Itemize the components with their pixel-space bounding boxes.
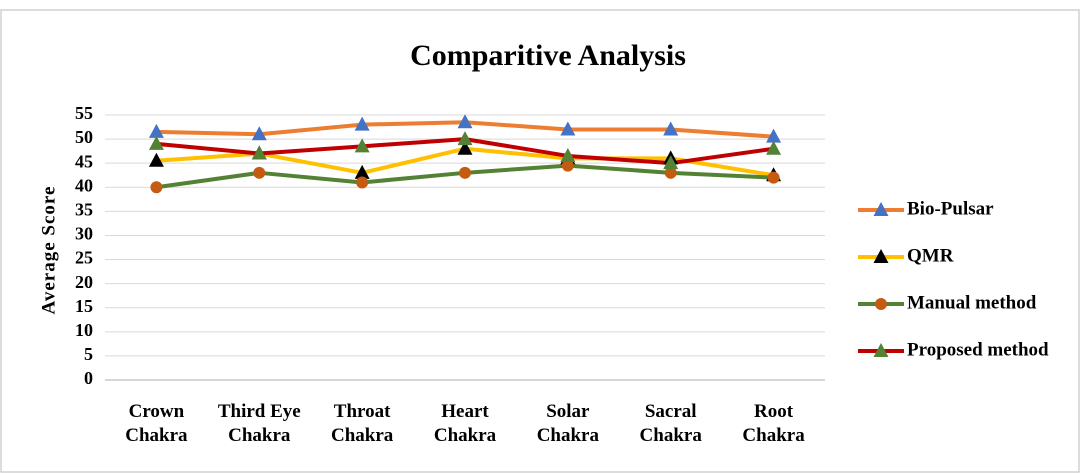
data-point	[560, 121, 576, 136]
data-point	[663, 121, 679, 136]
data-point	[664, 166, 677, 179]
data-point	[459, 166, 471, 179]
legend-marker	[875, 298, 887, 310]
x-tick-label: Third Eye Chakra	[217, 401, 301, 446]
x-tick-label: Sacral Chakra	[639, 401, 702, 446]
legend-label: Bio-Pulsar	[907, 198, 994, 219]
y-tick-label: 0	[84, 368, 93, 388]
y-tick-label: 15	[75, 296, 93, 316]
data-point	[354, 116, 370, 131]
chart-frame	[0, 9, 1080, 473]
x-tick-label: Solar Chakra	[536, 401, 599, 446]
y-tick-label: 35	[75, 199, 93, 219]
data-point	[354, 164, 370, 179]
data-point	[766, 140, 782, 155]
data-point	[663, 155, 679, 170]
y-tick-label: 20	[75, 272, 93, 292]
data-point	[148, 135, 164, 150]
data-point	[560, 147, 576, 162]
data-point	[148, 152, 164, 167]
data-point	[354, 138, 370, 153]
legend-marker	[873, 249, 889, 263]
data-point	[253, 166, 266, 179]
data-point	[766, 128, 782, 143]
y-tick-label: 5	[84, 344, 93, 364]
data-point	[356, 176, 369, 189]
x-tick-label: Throat Chakra	[330, 401, 394, 446]
y-tick-label: 25	[75, 248, 93, 268]
legend-label: Proposed method	[907, 339, 1049, 360]
y-tick-label: 45	[75, 151, 93, 171]
data-point	[150, 181, 163, 194]
data-point	[457, 114, 473, 129]
y-tick-label: 40	[75, 175, 93, 195]
chart-title: Comparitive Analysis	[410, 39, 686, 72]
legend-label: Manual method	[907, 292, 1037, 313]
legend-marker	[873, 343, 889, 357]
data-point	[251, 126, 267, 141]
data-point	[251, 145, 267, 160]
y-tick-label: 50	[75, 127, 93, 147]
data-point	[457, 131, 473, 146]
y-tick-label: 10	[75, 320, 93, 340]
x-tick-label: Heart Chakra	[433, 401, 497, 446]
data-point	[767, 171, 780, 184]
y-tick-label: 55	[75, 103, 93, 123]
x-tick-label: Crown Chakra	[125, 401, 188, 446]
y-axis-label: Average Score	[38, 186, 59, 315]
x-tick-label: Root Chakra	[742, 401, 805, 446]
data-point	[148, 123, 164, 138]
data-point	[561, 159, 574, 172]
legend-marker	[873, 202, 889, 216]
y-tick-label: 30	[75, 224, 93, 244]
legend-label: QMR	[907, 245, 954, 266]
data-point	[457, 140, 473, 155]
